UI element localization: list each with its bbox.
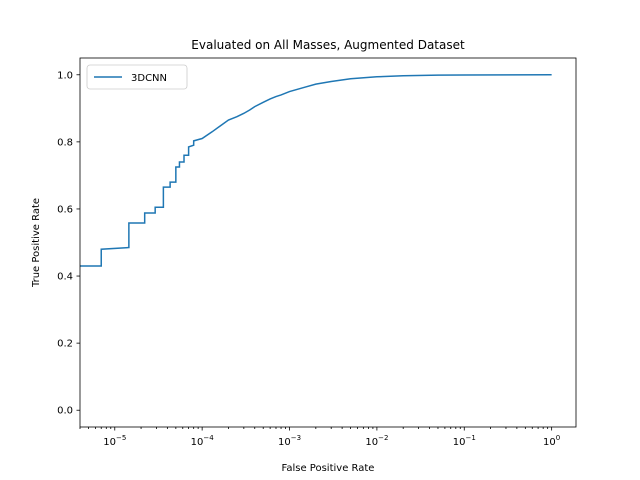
x-tick-label: 10−4 — [191, 434, 215, 448]
series-line-3dcnn — [80, 74, 552, 267]
y-tick-label: 0.2 — [57, 339, 73, 350]
axes-frame — [79, 57, 577, 428]
x-tick-label: 10−5 — [103, 434, 126, 448]
legend: 3DCNN — [86, 64, 188, 90]
y-axis: 0.0 0.2 0.4 0.6 0.8 1.0 — [57, 70, 80, 417]
x-axis: 10−5 10−4 10−3 10−2 10−1 100 — [79, 427, 560, 448]
chart-title: Evaluated on All Masses, Augmented Datas… — [191, 38, 465, 52]
y-tick-label: 1.0 — [57, 70, 73, 81]
y-tick-label: 0.8 — [57, 137, 73, 148]
x-axis-label: False Positive Rate — [282, 463, 375, 474]
x-tick-label: 100 — [543, 434, 560, 448]
y-axis-label: True Positive Rate — [31, 198, 42, 288]
y-tick-label: 0.6 — [57, 204, 73, 215]
x-tick-label: 10−1 — [453, 434, 476, 448]
plot-area — [80, 74, 552, 267]
y-tick-label: 0.0 — [57, 406, 73, 417]
y-tick-label: 0.4 — [57, 272, 73, 283]
x-tick-label: 10−2 — [365, 434, 388, 448]
legend-box — [86, 64, 188, 90]
legend-entry: 3DCNN — [131, 73, 167, 84]
x-tick-label: 10−3 — [278, 434, 301, 448]
